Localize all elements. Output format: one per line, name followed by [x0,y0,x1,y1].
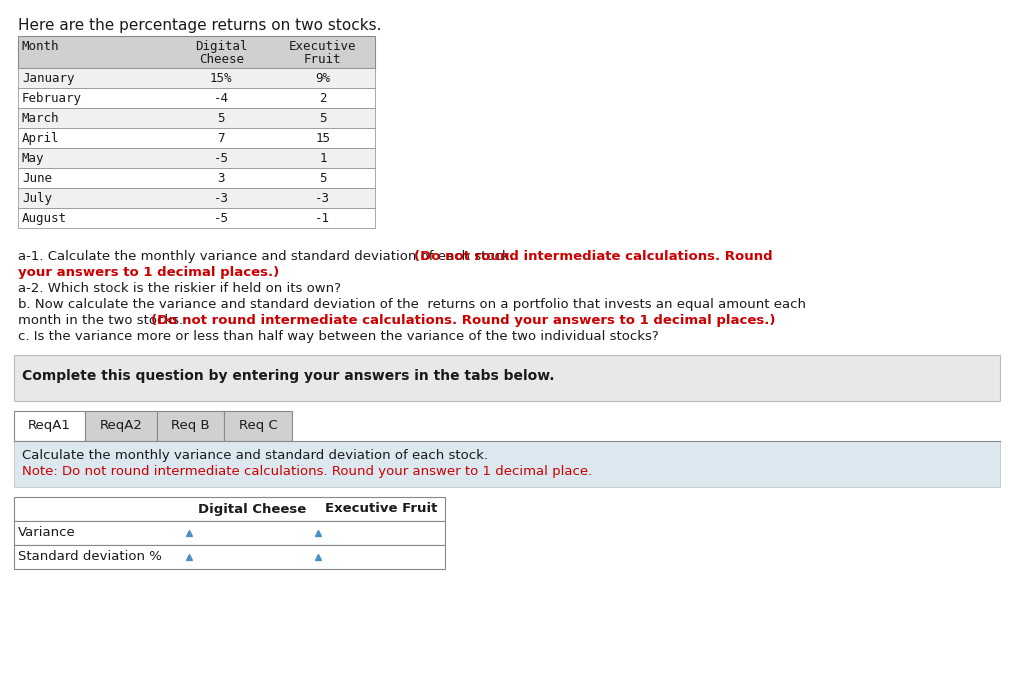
Text: 7: 7 [217,132,225,145]
Text: March: March [22,112,59,125]
Bar [17,36,375,68]
Bar [14,545,445,569]
Text: -4: -4 [214,92,228,105]
Text: Complete this question by entering your answers in the tabs below.: Complete this question by entering your … [22,369,554,383]
Bar [14,497,445,521]
Text: -3: -3 [315,192,331,205]
Bar [14,411,85,441]
Text: (Do not round intermediate calculations. Round: (Do not round intermediate calculations.… [414,250,773,263]
Text: -5: -5 [214,152,228,165]
Text: April: April [22,132,59,145]
Text: 1: 1 [319,152,327,165]
Text: Cheese: Cheese [199,53,244,66]
Text: Month: Month [22,40,59,53]
Bar [224,411,292,441]
Text: ReqA2: ReqA2 [99,420,142,432]
Bar [17,128,375,148]
Text: Calculate the monthly variance and standard deviation of each stock.: Calculate the monthly variance and stand… [22,449,487,462]
Text: June: June [22,172,52,185]
Text: 15: 15 [315,132,331,145]
Text: 15%: 15% [210,72,232,85]
Text: Fruit: Fruit [304,53,342,66]
Text: 9%: 9% [315,72,331,85]
Bar [17,108,375,128]
Text: c. Is the variance more or less than half way between the variance of the two in: c. Is the variance more or less than hal… [17,330,658,343]
Text: August: August [22,212,67,225]
Text: 5: 5 [319,172,327,185]
Text: Req C: Req C [239,420,278,432]
Bar [17,88,375,108]
Bar [85,411,157,441]
Text: Executive Fruit: Executive Fruit [325,503,437,515]
Text: January: January [22,72,75,85]
Text: ReqA1: ReqA1 [28,420,71,432]
Text: (Do not round intermediate calculations. Round your answers to 1 decimal places.: (Do not round intermediate calculations.… [151,314,775,327]
Text: 5: 5 [319,112,327,125]
Text: Note: Do not round intermediate calculations. Round your answer to 1 decimal pla: Note: Do not round intermediate calculat… [22,465,592,478]
Text: Digital Cheese: Digital Cheese [198,503,306,515]
Text: -1: -1 [315,212,331,225]
Bar [17,148,375,168]
Text: your answers to 1 decimal places.): your answers to 1 decimal places.) [17,266,280,279]
Text: Executive: Executive [289,40,356,53]
Text: 5: 5 [217,112,225,125]
Text: -3: -3 [214,192,228,205]
Text: month in the two stocks.: month in the two stocks. [17,314,187,327]
Bar [17,168,375,188]
Text: Digital: Digital [195,40,248,53]
Text: Variance: Variance [17,526,76,539]
Bar [157,411,224,441]
Bar [17,68,375,88]
Text: a-2. Which stock is the riskier if held on its own?: a-2. Which stock is the riskier if held … [17,282,341,295]
Bar [14,521,445,545]
Text: Req B: Req B [171,420,210,432]
Text: 2: 2 [319,92,327,105]
Bar [17,188,375,208]
Text: -5: -5 [214,212,228,225]
Bar [17,208,375,228]
Text: Standard deviation %: Standard deviation % [17,550,162,563]
Text: Here are the percentage returns on two stocks.: Here are the percentage returns on two s… [17,18,381,33]
Bar [14,355,999,401]
Text: 3: 3 [217,172,225,185]
Text: b. Now calculate the variance and standard deviation of the  returns on a portfo: b. Now calculate the variance and standa… [17,298,806,311]
Text: May: May [22,152,44,165]
Text: July: July [22,192,52,205]
Text: a-1. Calculate the monthly variance and standard deviation of each stock.: a-1. Calculate the monthly variance and … [17,250,518,263]
Text: February: February [22,92,82,105]
Bar [14,441,999,487]
